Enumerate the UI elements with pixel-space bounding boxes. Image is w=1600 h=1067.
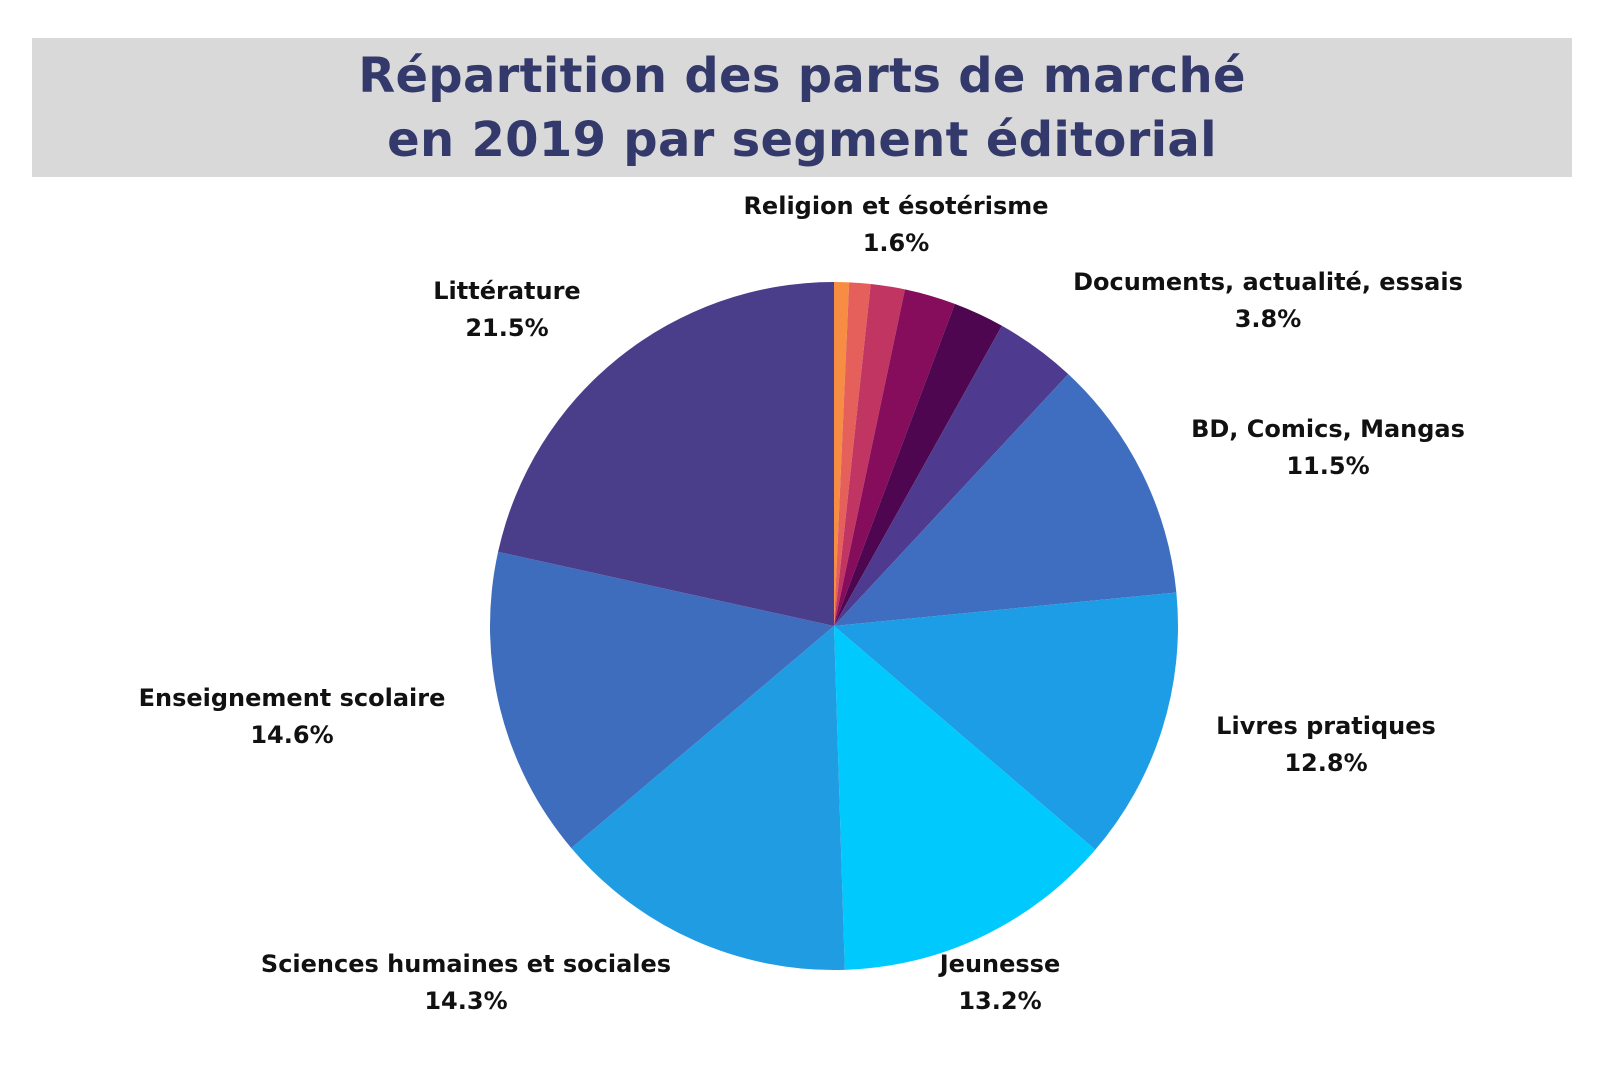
pie-slice [834, 283, 905, 626]
pie-slice [834, 289, 955, 626]
chart-title-line-1: Répartition des parts de marché [358, 47, 1246, 104]
slice-value-label: 11.5% [1286, 452, 1369, 480]
slice-category-label: Religion et ésotérisme [743, 192, 1048, 220]
slice-value-label: 12.8% [1284, 749, 1367, 777]
pie-slice [834, 325, 1069, 626]
pie-slice [489, 551, 834, 849]
slice-category-label: Littérature [433, 277, 580, 305]
slice-category-label: Documents, actualité, essais [1073, 268, 1463, 296]
slice-value-label: 14.3% [424, 987, 507, 1015]
slice-value-label: 1.6% [863, 229, 930, 257]
slice-value-label: 14.6% [250, 721, 333, 749]
pie-slice [834, 282, 871, 626]
slice-category-label: BD, Comics, Mangas [1191, 415, 1465, 443]
pie-slice [834, 303, 1002, 626]
slice-category-label: Livres pratiques [1216, 712, 1436, 740]
pie-slice [834, 626, 1096, 970]
slice-value-label: 3.8% [1235, 305, 1302, 333]
slice-value-label: 21.5% [465, 314, 548, 342]
chart-title-line-2: en 2019 par segment éditorial [387, 111, 1217, 168]
slice-category-label: Jeunesse [938, 950, 1061, 978]
pie-slice [571, 626, 845, 971]
pie-slice [498, 282, 834, 626]
pie-slice [834, 592, 1178, 850]
slice-category-label: Sciences humaines et sociales [261, 950, 671, 978]
pie-slice [834, 282, 850, 626]
pie-slice [834, 374, 1177, 626]
slice-value-label: 13.2% [958, 987, 1041, 1015]
chart-title-band: Répartition des parts de marché en 2019 … [32, 38, 1572, 177]
slice-category-label: Enseignement scolaire [139, 684, 446, 712]
